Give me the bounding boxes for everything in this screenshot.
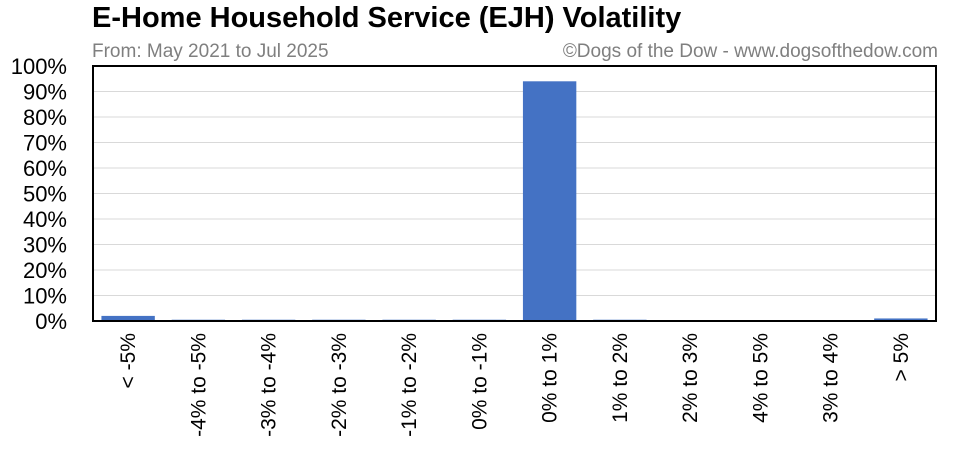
y-tick-label: 60% xyxy=(23,156,67,181)
x-axis-ticks: < -5% -4% to -5% -3% to -4% -2% to -3% -1% t… xyxy=(117,333,913,437)
y-tick-label: 30% xyxy=(23,233,67,258)
x-tick-label: 1% to 2% xyxy=(609,333,632,423)
bar xyxy=(874,318,928,321)
y-tick-label: 90% xyxy=(23,80,67,105)
bar xyxy=(101,315,155,321)
y-tick-label: 0% xyxy=(35,309,67,334)
chart-subtitle: From: May 2021 to Jul 2025 xyxy=(92,41,329,62)
y-tick-label: 50% xyxy=(23,182,67,207)
x-tick-label: 2% to 3% xyxy=(679,333,702,423)
x-tick-label: -4% to -5% xyxy=(187,333,210,437)
x-tick-label: 3% to 4% xyxy=(820,333,843,423)
y-tick-label: 40% xyxy=(23,207,67,232)
x-tick-label: 0% to 1% xyxy=(539,333,562,423)
y-tick-label: 20% xyxy=(23,258,67,283)
x-tick-label: -3% to -4% xyxy=(258,333,281,437)
x-tick-label: -2% to -3% xyxy=(328,333,351,437)
x-tick-label: 0% to -1% xyxy=(468,333,491,430)
x-tick-label: > 5% xyxy=(890,333,913,381)
chart-credit: ©Dogs of the Dow - www.dogsofthedow.com xyxy=(562,41,938,62)
bar xyxy=(522,81,577,321)
x-tick-label: 4% to 5% xyxy=(749,333,772,423)
chart-title: E-Home Household Service (EJH) Volatilit… xyxy=(92,2,682,34)
x-tick-label: -1% to -2% xyxy=(398,333,421,437)
y-tick-label: 70% xyxy=(23,131,67,156)
y-tick-label: 80% xyxy=(23,105,67,130)
plot-frame xyxy=(92,65,937,322)
y-axis-ticks: 0%10%20%30%40%50%60%70%80%90%100% xyxy=(11,54,67,334)
grid-lines xyxy=(93,91,936,296)
y-tick-label: 100% xyxy=(11,54,67,79)
x-tick-label: < -5% xyxy=(117,333,140,388)
y-tick-label: 10% xyxy=(23,284,67,309)
